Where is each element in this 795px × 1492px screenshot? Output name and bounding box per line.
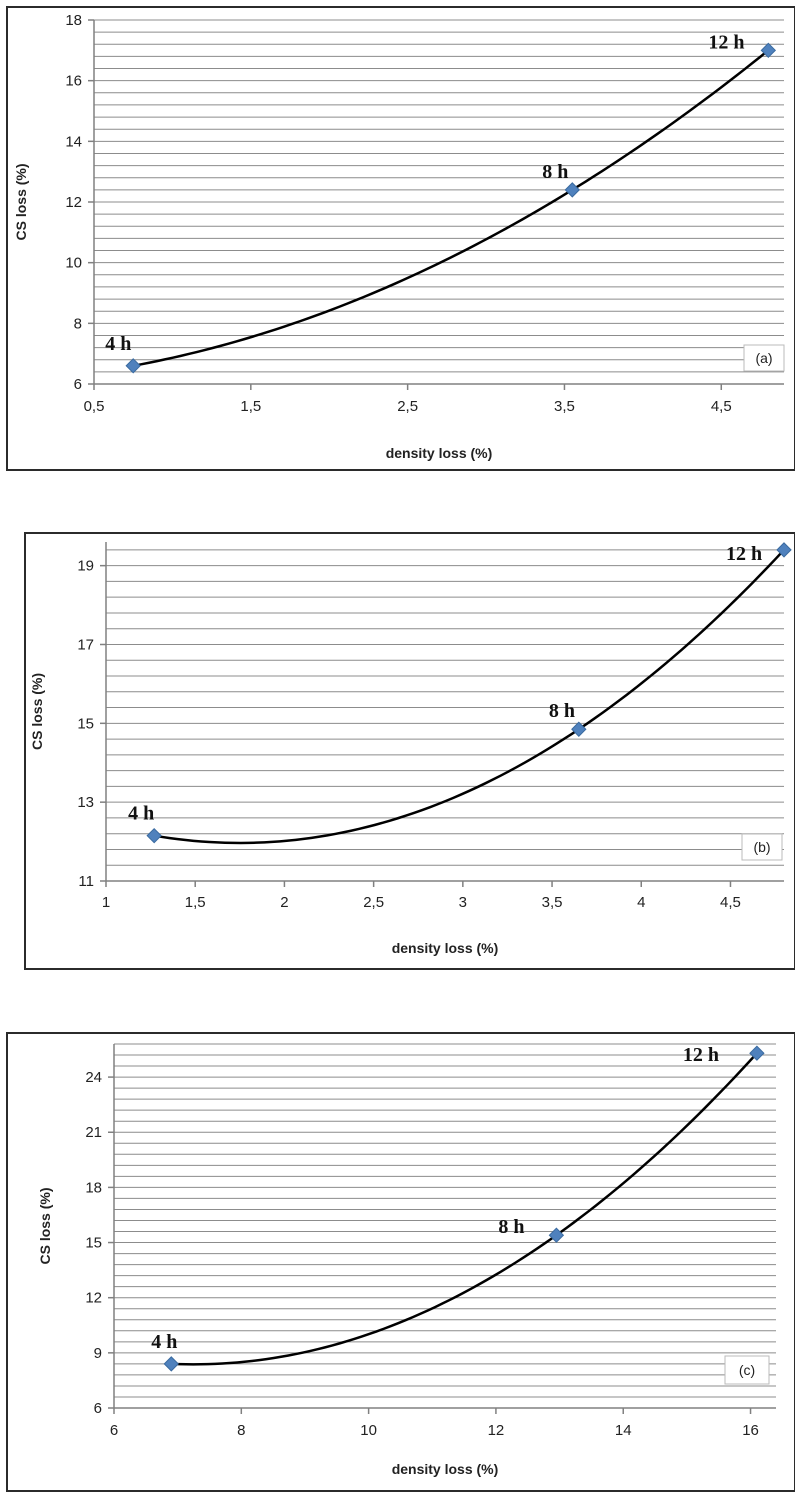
chart-a-point-label: 12 h — [708, 31, 744, 53]
chart-b-x-tick-label: 3 — [459, 894, 467, 911]
chart-b-y-tick-label: 13 — [77, 794, 94, 811]
chart-b-y-tick-label: 15 — [77, 715, 94, 732]
chart-c-x-tick-label: 16 — [742, 1422, 759, 1439]
chart-c-y-tick-label: 15 — [85, 1235, 102, 1252]
chart-a-x-tick-label: 0,5 — [84, 398, 105, 415]
chart-c-panel-label: (c) — [739, 1362, 755, 1378]
chart-a-x-tick-label: 4,5 — [711, 398, 732, 415]
chart-b-y-tick-label: 11 — [78, 873, 94, 890]
chart-a-x-tick-label: 1,5 — [240, 398, 261, 415]
chart-b-x-axis-title: density loss (%) — [392, 940, 499, 956]
chart-a-x-axis-title: density loss (%) — [386, 445, 493, 461]
chart-a-y-tick-label: 16 — [65, 73, 82, 90]
chart-a-x-tick-label: 2,5 — [397, 398, 418, 415]
chart-b-x-tick-label: 2 — [280, 894, 288, 911]
chart-b-point-label: 8 h — [549, 700, 575, 722]
chart-b: 11 13 15 17 19 1 1,5 2 2,5 3 3,5 4 4,5 density loss (… — [24, 532, 795, 970]
chart-a-y-tick-label: 6 — [74, 376, 82, 393]
chart-c-point-label: 4 h — [151, 1331, 177, 1353]
chart-c-x-tick-label: 6 — [110, 1422, 118, 1439]
chart-a-point-label: 8 h — [542, 161, 568, 183]
chart-c-x-tick-label: 10 — [360, 1422, 377, 1439]
chart-b-x-tick-label: 2,5 — [363, 894, 384, 911]
chart-b-x-tick-label: 4,5 — [720, 894, 741, 911]
chart-a-plot: 6 8 10 12 14 16 18 0,5 1,5 2,5 3,5 4,5 density loss … — [8, 8, 794, 469]
chart-c-y-tick-label: 6 — [94, 1400, 102, 1417]
chart-a-y-tick-label: 14 — [65, 133, 82, 150]
chart-b-x-tick-label: 3,5 — [542, 894, 563, 911]
chart-b-plot: 11 13 15 17 19 1 1,5 2 2,5 3 3,5 4 4,5 density loss (… — [26, 534, 794, 968]
chart-a-y-tick-label: 8 — [74, 315, 82, 332]
chart-b-point-label: 12 h — [726, 543, 762, 565]
chart-b-point-label: 4 h — [128, 803, 154, 825]
chart-c-x-tick-label: 12 — [488, 1422, 505, 1439]
chart-c-y-tick-label: 12 — [85, 1290, 102, 1307]
chart-c-point-label: 12 h — [683, 1044, 719, 1066]
chart-b-y-tick-label: 19 — [77, 558, 94, 575]
chart-b-x-tick-label: 1 — [102, 894, 110, 911]
chart-b-y-axis-title: CS loss (%) — [29, 673, 45, 750]
chart-a: 6 8 10 12 14 16 18 0,5 1,5 2,5 3,5 4,5 density loss … — [6, 6, 795, 471]
chart-c-point-label: 8 h — [498, 1216, 524, 1238]
chart-a-x-tick-label: 3,5 — [554, 398, 575, 415]
chart-c-y-tick-label: 9 — [94, 1345, 102, 1362]
chart-b-plot-area — [106, 542, 784, 881]
chart-a-y-axis-title: CS loss (%) — [13, 163, 29, 240]
chart-b-y-tick-label: 17 — [77, 636, 94, 653]
chart-c: 6 9 12 15 18 21 24 6 8 10 12 14 16 density loss (%) CS… — [6, 1032, 795, 1492]
chart-b-panel-label: (b) — [753, 839, 770, 855]
chart-a-point-label: 4 h — [105, 333, 131, 355]
chart-c-plot-area — [114, 1044, 776, 1408]
chart-a-y-tick-label: 18 — [65, 12, 82, 29]
chart-a-panel-label: (a) — [755, 350, 772, 366]
chart-b-x-tick-label: 1,5 — [185, 894, 206, 911]
chart-c-plot: 6 9 12 15 18 21 24 6 8 10 12 14 16 density loss (%) CS… — [8, 1034, 794, 1490]
chart-c-y-tick-label: 24 — [85, 1069, 102, 1086]
chart-c-y-tick-label: 21 — [85, 1124, 102, 1141]
chart-c-y-tick-label: 18 — [85, 1179, 102, 1196]
chart-c-x-axis-title: density loss (%) — [392, 1461, 499, 1477]
chart-c-x-tick-label: 14 — [615, 1422, 632, 1439]
chart-c-y-axis-title: CS loss (%) — [37, 1187, 53, 1264]
chart-a-y-tick-label: 10 — [65, 255, 82, 272]
chart-c-x-tick-label: 8 — [237, 1422, 245, 1439]
chart-a-y-tick-label: 12 — [65, 194, 82, 211]
chart-b-x-tick-label: 4 — [637, 894, 645, 911]
